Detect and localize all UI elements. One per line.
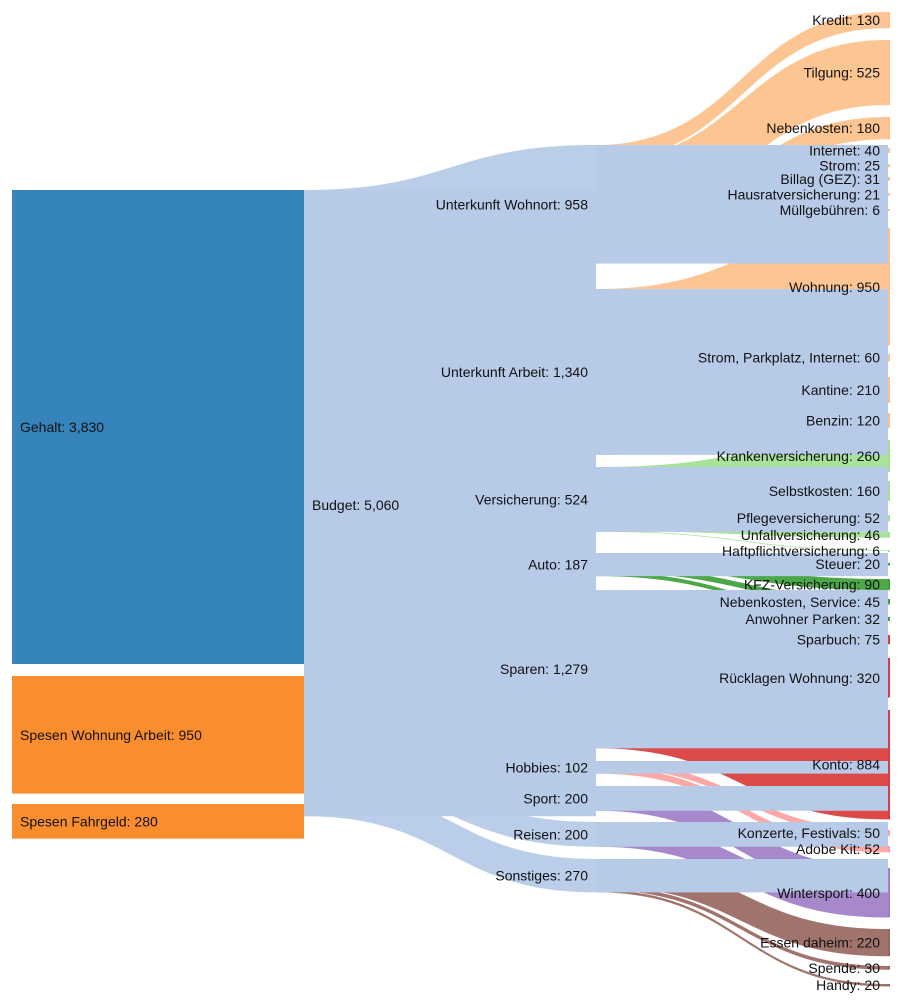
node-label-steuer: Steuer: 20 xyxy=(815,556,880,572)
node-sparen[interactable] xyxy=(596,590,888,749)
node-label-adobe: Adobe Kit: 52 xyxy=(796,841,880,857)
node-sport[interactable] xyxy=(596,786,888,811)
node-label-spende: Spende: 30 xyxy=(808,960,880,976)
node-konzerte[interactable] xyxy=(888,830,890,837)
node-label-benzin: Benzin: 120 xyxy=(806,412,880,428)
link-versicherung-haftpflicht[interactable] xyxy=(596,531,888,551)
node-label-wohnung: Wohnung: 950 xyxy=(789,279,880,295)
node-label-nebenkosten: Nebenkosten: 180 xyxy=(766,120,880,136)
node-label-auto: Auto: 187 xyxy=(528,557,588,573)
node-ruecklagen[interactable] xyxy=(888,658,890,698)
node-arbeit[interactable] xyxy=(596,289,888,455)
node-sparbuch[interactable] xyxy=(888,635,890,645)
node-spesen_wohnung[interactable] xyxy=(12,676,304,794)
node-label-anwohner: Anwohner Parken: 32 xyxy=(745,611,880,627)
link-sonstiges-handy[interactable] xyxy=(596,889,888,987)
node-label-sparen: Sparen: 1,279 xyxy=(500,661,588,677)
node-label-konzerte: Konzerte, Festivals: 50 xyxy=(738,825,881,841)
node-label-budget: Budget: 5,060 xyxy=(312,497,399,513)
node-label-unfall: Unfallversicherung: 46 xyxy=(741,527,881,543)
node-label-kfz: KFZ-Versicherung: 90 xyxy=(744,577,880,593)
node-sonstiges[interactable] xyxy=(596,859,888,893)
node-spesen_fahrgeld[interactable] xyxy=(12,804,304,839)
node-label-sport: Sport: 200 xyxy=(523,790,588,806)
node-selbst[interactable] xyxy=(888,481,890,501)
node-label-kantine: Kantine: 210 xyxy=(801,382,880,398)
node-steuer[interactable] xyxy=(888,563,890,566)
node-versicherung[interactable] xyxy=(596,467,888,532)
link-wohnort-kredit[interactable] xyxy=(596,12,888,162)
node-label-pflege: Pflegeversicherung: 52 xyxy=(737,510,880,526)
node-handy[interactable] xyxy=(888,984,890,987)
node-hausrat[interactable] xyxy=(888,193,890,196)
node-adobe[interactable] xyxy=(888,846,890,853)
node-label-wintersport: Wintersport: 400 xyxy=(777,885,880,901)
node-essen[interactable] xyxy=(888,929,890,957)
node-label-versicherung: Versicherung: 524 xyxy=(475,491,588,507)
node-label-arbeit: Unterkunft Arbeit: 1,340 xyxy=(441,364,588,380)
node-internet[interactable] xyxy=(888,148,890,153)
node-pflege[interactable] xyxy=(888,515,890,522)
node-label-strom: Strom: 25 xyxy=(819,158,880,174)
node-label-internet: Internet: 40 xyxy=(809,142,880,158)
node-budget[interactable] xyxy=(304,190,596,817)
node-label-gehalt: Gehalt: 3,830 xyxy=(20,419,104,435)
node-label-service: Nebenkosten, Service: 45 xyxy=(720,594,881,610)
node-label-kranken: Krankenversicherung: 260 xyxy=(717,448,881,464)
node-haftpflicht[interactable] xyxy=(888,550,890,552)
node-strom[interactable] xyxy=(888,164,890,168)
link-auto-service[interactable] xyxy=(596,566,888,605)
node-spende[interactable] xyxy=(888,966,890,970)
node-label-strom_park: Strom, Parkplatz, Internet: 60 xyxy=(698,350,880,366)
node-wintersport[interactable] xyxy=(888,868,890,918)
node-label-spesen_fahrgeld: Spesen Fahrgeld: 280 xyxy=(20,813,158,829)
node-tilgung[interactable] xyxy=(888,40,890,105)
node-hobbies[interactable] xyxy=(596,761,888,774)
node-label-wohnort: Unterkunft Wohnort: 958 xyxy=(436,196,588,212)
node-label-spesen_wohnung: Spesen Wohnung Arbeit: 950 xyxy=(20,727,202,743)
node-label-sonstiges: Sonstiges: 270 xyxy=(495,868,588,884)
node-kantine[interactable] xyxy=(888,377,890,403)
node-gehalt[interactable] xyxy=(12,190,304,664)
node-label-sparbuch: Sparbuch: 75 xyxy=(797,632,880,648)
node-service[interactable] xyxy=(888,599,890,605)
node-label-reisen: Reisen: 200 xyxy=(513,826,588,842)
node-unfall[interactable] xyxy=(888,532,890,538)
node-label-selbst: Selbstkosten: 160 xyxy=(769,483,881,499)
node-strom_park[interactable] xyxy=(888,354,890,362)
node-kredit[interactable] xyxy=(888,12,890,29)
node-wohnort[interactable] xyxy=(596,145,888,264)
node-muell[interactable] xyxy=(888,209,890,211)
node-anwohner[interactable] xyxy=(888,617,890,621)
node-kfz[interactable] xyxy=(888,579,890,591)
node-label-handy: Handy: 20 xyxy=(816,977,880,993)
node-billag[interactable] xyxy=(888,177,890,181)
node-label-ruecklagen: Rücklagen Wohnung: 320 xyxy=(719,670,880,686)
node-label-kredit: Kredit: 130 xyxy=(812,12,880,28)
node-label-haftpflicht: Haftpflichtversicherung: 6 xyxy=(722,543,880,559)
node-label-hausrat: Hausratversicherung: 21 xyxy=(727,186,880,202)
nodes-layer xyxy=(12,12,890,987)
node-label-konto: Konto: 884 xyxy=(812,757,880,773)
node-label-essen: Essen daheim: 220 xyxy=(760,935,880,951)
node-label-tilgung: Tilgung: 525 xyxy=(803,64,880,80)
node-reisen[interactable] xyxy=(596,822,888,847)
node-label-billag: Billag (GEZ): 31 xyxy=(780,171,880,187)
node-benzin[interactable] xyxy=(888,413,890,428)
node-nebenkosten[interactable] xyxy=(888,117,890,140)
node-label-muell: Müllgebühren: 6 xyxy=(780,202,881,218)
link-sonstiges-spende[interactable] xyxy=(596,886,888,970)
node-auto[interactable] xyxy=(596,553,888,577)
labels-layer: Gehalt: 3,830 Spesen Wohnung Arbeit: 950 S… xyxy=(20,12,880,993)
node-wohnung[interactable] xyxy=(888,228,890,346)
node-konto[interactable] xyxy=(888,710,890,820)
node-kranken[interactable] xyxy=(888,440,890,473)
node-label-hobbies: Hobbies: 102 xyxy=(505,759,588,775)
